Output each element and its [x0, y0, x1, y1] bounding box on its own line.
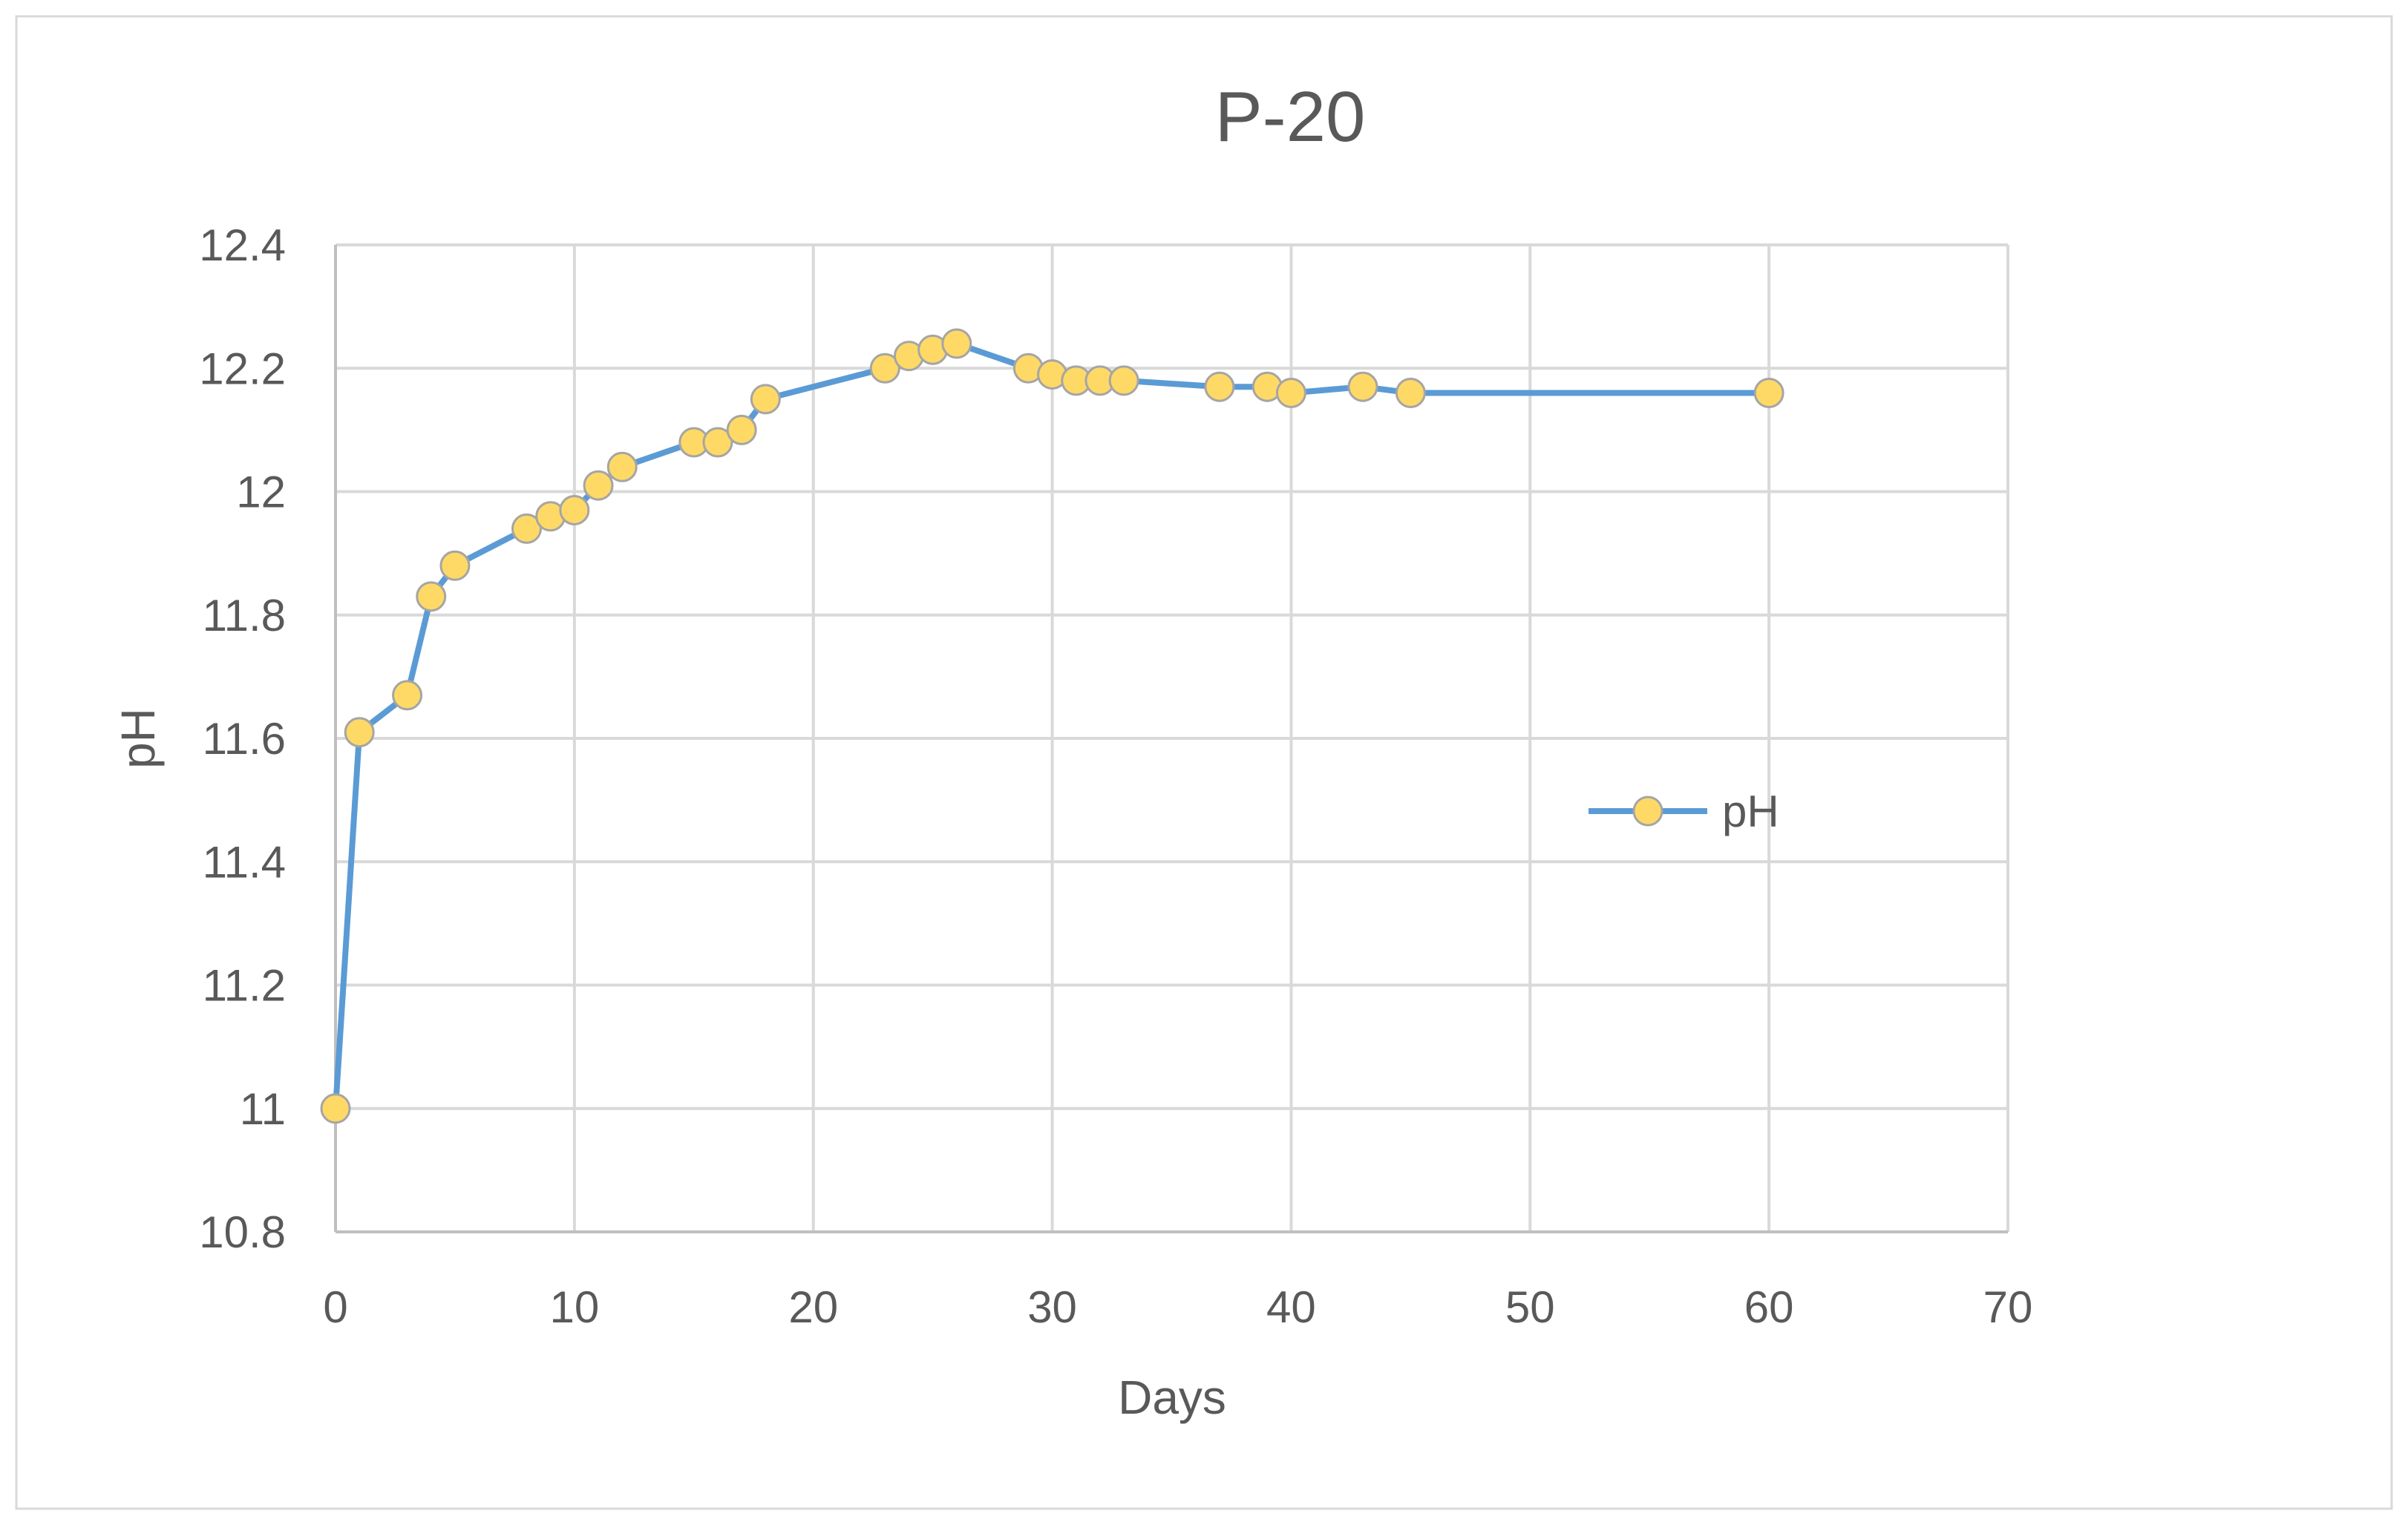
data-point [1753, 378, 1784, 408]
x-tick-label: 50 [1505, 1282, 1555, 1332]
data-point [1275, 378, 1306, 408]
legend: pH [1589, 787, 1779, 836]
y-tick-label: 11.2 [203, 961, 286, 1011]
data-point [606, 451, 638, 482]
x-tick-label: 40 [1266, 1282, 1316, 1332]
data-point [344, 717, 375, 748]
data-point [750, 384, 781, 415]
data-point [392, 680, 423, 711]
y-axis-title: pH [111, 708, 165, 769]
y-tick-label: 11.6 [203, 714, 286, 764]
data-point [869, 352, 900, 384]
data-point [559, 494, 590, 525]
x-tick-label: 10 [549, 1282, 599, 1332]
data-point [1395, 378, 1426, 408]
x-tick-label: 0 [323, 1282, 347, 1332]
x-tick-label: 60 [1744, 1282, 1794, 1332]
data-point [702, 427, 733, 458]
data-point [1108, 365, 1139, 396]
data-point [726, 414, 757, 445]
data-point [1204, 371, 1235, 402]
gridlines [336, 243, 2009, 1232]
y-tick-label: 11 [240, 1084, 286, 1134]
data-point [941, 328, 972, 359]
x-tick-label: 70 [1983, 1282, 2033, 1332]
x-tick-label: 20 [788, 1282, 838, 1332]
y-tick-label: 12 [236, 468, 286, 517]
data-point [439, 550, 471, 581]
y-tick-label: 11.8 [203, 591, 286, 640]
series-layer [320, 328, 1784, 1124]
y-tick-label: 12.2 [199, 344, 286, 393]
x-tick-label: 30 [1027, 1282, 1077, 1332]
tick-labels: 10.8 11 11.2 11.4 11.6 11.8 12 12.2 12.4 0 10 20 30 4… [199, 220, 2032, 1332]
legend-marker-swatch [1632, 796, 1663, 827]
chart-title: P-20 [1215, 77, 1366, 157]
y-tick-label: 11.4 [203, 837, 286, 887]
data-point [511, 513, 542, 544]
data-point [1347, 371, 1378, 402]
chart-frame [15, 15, 2393, 1510]
data-point [583, 470, 614, 501]
data-point [416, 581, 447, 612]
y-tick-label: 10.8 [199, 1207, 286, 1257]
data-point [320, 1093, 351, 1124]
legend-entry-ph: pH [1722, 787, 1779, 836]
x-axis-title: Days [1118, 1371, 1226, 1424]
y-tick-label: 12.4 [199, 220, 286, 270]
